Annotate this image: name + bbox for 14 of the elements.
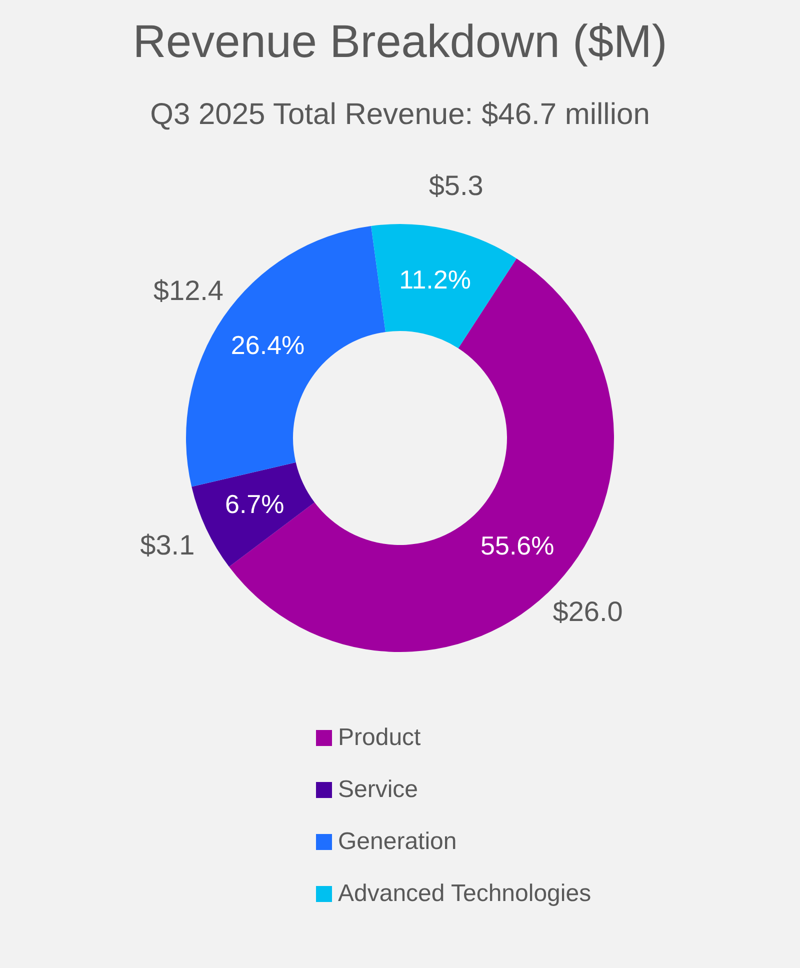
- data-label: $12.4: [153, 275, 224, 306]
- text: 11.2%: [399, 264, 471, 295]
- chart-subtitle: Q3 2025 Total Revenue: $46.7 million: [149, 98, 651, 132]
- text: 26.4%: [230, 330, 305, 360]
- chart-title: Revenue Breakdown ($M): [132, 14, 668, 68]
- legend-label: Advanced Technologies: [338, 880, 592, 908]
- data-label: $5.3: [428, 170, 484, 202]
- text: 55.6%: [480, 530, 554, 561]
- legend-label: Service: [338, 776, 418, 804]
- data-label: $3.1: [140, 530, 195, 561]
- text: 6.7%: [224, 489, 284, 520]
- legend-label: Product: [338, 724, 421, 752]
- legend-label: Generation: [338, 828, 457, 856]
- data-label: $26.0: [552, 596, 623, 627]
